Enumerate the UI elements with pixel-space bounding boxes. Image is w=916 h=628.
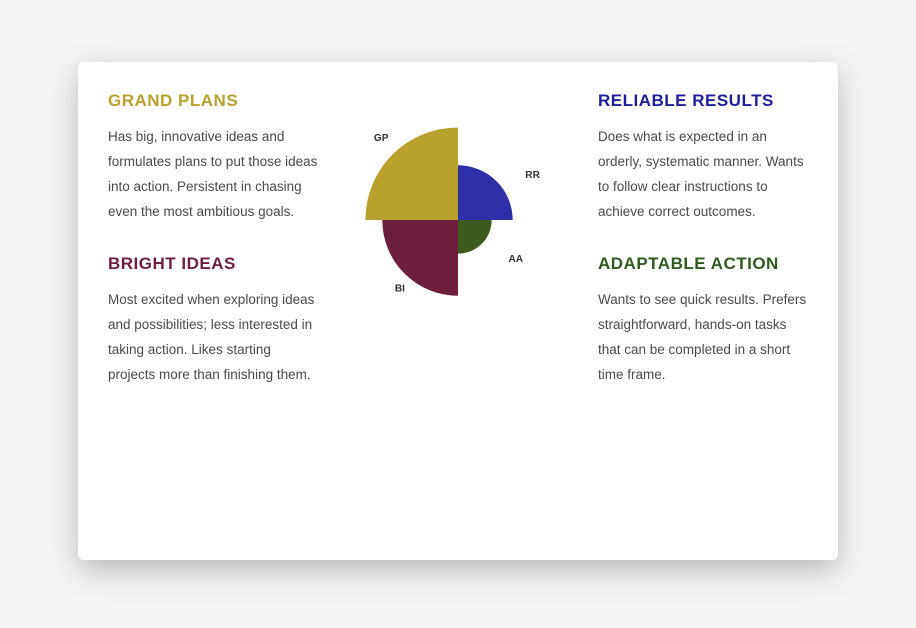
bright-ideas-body: Most excited when exploring ideas and po…: [108, 288, 318, 388]
grand-plans-title: GRAND PLANS: [108, 90, 318, 111]
label-aa: AA: [508, 254, 523, 265]
reliable-results-body: Does what is expected in an orderly, sys…: [598, 125, 808, 225]
right-column: RELIABLE RESULTS Does what is expected i…: [598, 90, 808, 532]
slice-rr: [458, 165, 513, 220]
section-adaptable-action: ADAPTABLE ACTION Wants to see quick resu…: [598, 253, 808, 388]
polar-chart-svg: GP RR AA BI: [336, 90, 580, 350]
adaptable-action-title: ADAPTABLE ACTION: [598, 253, 808, 274]
left-column: GRAND PLANS Has big, innovative ideas an…: [108, 90, 318, 532]
section-grand-plans: GRAND PLANS Has big, innovative ideas an…: [108, 90, 318, 225]
bright-ideas-title: BRIGHT IDEAS: [108, 253, 318, 274]
grand-plans-body: Has big, innovative ideas and formulates…: [108, 125, 318, 225]
adaptable-action-body: Wants to see quick results. Prefers stra…: [598, 288, 808, 388]
slice-bi: [382, 220, 458, 296]
columns: GRAND PLANS Has big, innovative ideas an…: [108, 90, 808, 532]
reliable-results-title: RELIABLE RESULTS: [598, 90, 808, 111]
slice-aa: [458, 220, 492, 254]
polar-chart: GP RR AA BI: [336, 90, 580, 350]
section-reliable-results: RELIABLE RESULTS Does what is expected i…: [598, 90, 808, 225]
label-rr: RR: [525, 170, 540, 181]
label-gp: GP: [374, 133, 389, 144]
chart-column: GP RR AA BI: [336, 90, 580, 532]
label-bi: BI: [395, 284, 405, 295]
section-bright-ideas: BRIGHT IDEAS Most excited when exploring…: [108, 253, 318, 388]
info-card: GRAND PLANS Has big, innovative ideas an…: [78, 62, 838, 560]
